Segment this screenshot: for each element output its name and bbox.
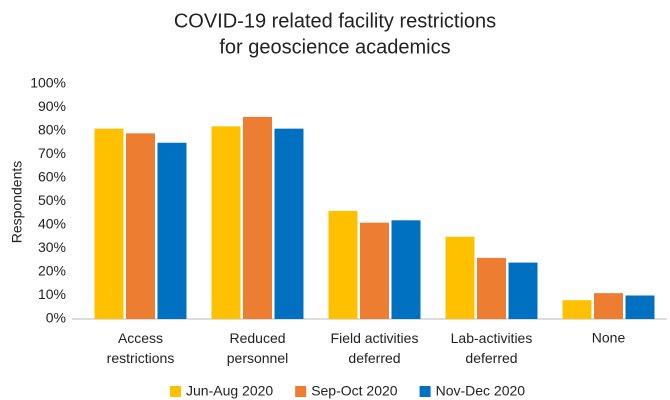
bar bbox=[477, 257, 506, 319]
bar bbox=[391, 220, 421, 319]
bar bbox=[562, 300, 592, 319]
x-tick-label: Reduced personnel bbox=[227, 330, 289, 366]
y-tick-label: 50% bbox=[38, 192, 66, 208]
bar bbox=[157, 142, 187, 319]
y-tick-label: 90% bbox=[38, 98, 66, 114]
y-tick-label: 30% bbox=[38, 239, 66, 255]
bar bbox=[243, 116, 272, 320]
bar bbox=[360, 222, 389, 319]
y-tick-label: 100% bbox=[30, 75, 66, 91]
chart-title: for geoscience academics bbox=[219, 36, 450, 58]
y-tick-label: 20% bbox=[38, 263, 66, 279]
legend-label: Jun-Aug 2020 bbox=[186, 383, 273, 399]
bar bbox=[445, 236, 475, 319]
y-tick-label: 80% bbox=[38, 122, 66, 138]
bar bbox=[625, 295, 655, 319]
legend-swatch bbox=[170, 386, 181, 397]
y-tick-label: 10% bbox=[38, 286, 66, 302]
bar bbox=[211, 126, 241, 319]
bar bbox=[328, 210, 358, 319]
legend-swatch bbox=[295, 386, 307, 397]
y-tick-label: 40% bbox=[38, 216, 66, 232]
legend-label: Sep-Oct 2020 bbox=[311, 383, 398, 399]
bar bbox=[274, 128, 304, 319]
bar bbox=[94, 128, 124, 319]
y-axis-label: Respondents bbox=[9, 161, 25, 244]
x-tick-label: Lab-activities deferred bbox=[451, 330, 533, 366]
y-tick-label: 60% bbox=[38, 169, 66, 185]
x-tick-label: Access restrictions bbox=[107, 330, 175, 366]
y-tick-label: 70% bbox=[38, 145, 66, 161]
y-tick-label: 0% bbox=[46, 310, 66, 326]
chart-title: COVID-19 related facility restrictions bbox=[174, 10, 496, 32]
bar bbox=[508, 262, 538, 319]
bar bbox=[594, 293, 623, 319]
legend-swatch bbox=[419, 386, 431, 397]
x-tick-label: None bbox=[592, 330, 626, 346]
legend-label: Nov-Dec 2020 bbox=[436, 383, 526, 399]
x-tick-label: Field activities deferred bbox=[331, 330, 419, 366]
bar bbox=[126, 133, 155, 319]
